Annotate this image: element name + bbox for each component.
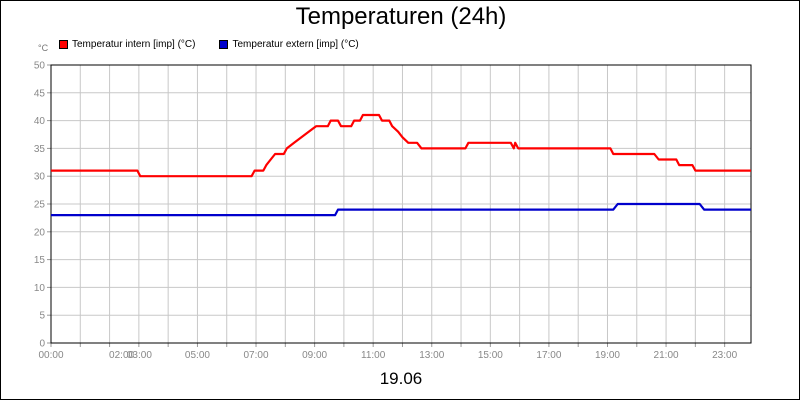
legend-label-extern: Temperatur extern [imp] (°C) (232, 39, 359, 50)
y-tick-label: 40 (34, 116, 46, 127)
y-axis-unit: °C (38, 43, 49, 53)
y-tick-label: 50 (34, 61, 46, 72)
x-tick-label: 09:00 (302, 350, 327, 361)
legend-label-intern: Temperatur intern [imp] (°C) (72, 39, 196, 50)
series-line-intern (51, 113, 751, 178)
x-tick-label: 03:00 (127, 350, 152, 361)
chart-title: Temperaturen (24h) (295, 3, 507, 30)
x-tick-label: 11:00 (361, 350, 386, 361)
y-tick-label: 0 (39, 339, 45, 350)
series-line-extern (51, 202, 751, 217)
legend-swatch-intern (59, 40, 68, 49)
x-tick-label: 02:00 (109, 350, 134, 361)
x-tick-label: 05:00 (185, 350, 210, 361)
y-tick-label: 30 (34, 172, 46, 183)
y-tick-label: 35 (34, 144, 46, 155)
y-tick-label: 45 (34, 88, 46, 99)
x-tick-label: 23:00 (712, 350, 737, 361)
legend-item-intern: Temperatur intern [imp] (°C) (59, 39, 195, 50)
x-tick-label: 13:00 (419, 350, 444, 361)
y-tick-label: 5 (39, 311, 45, 322)
x-tick-label: 19:00 (595, 350, 620, 361)
legend: Temperatur intern [imp] (°C) Temperatur … (59, 39, 359, 50)
x-tick-label: 17:00 (536, 350, 561, 361)
date-label: 19.06 (379, 369, 423, 388)
y-tick-label: 20 (34, 227, 46, 238)
legend-item-extern: Temperatur extern [imp] (°C) (219, 39, 359, 50)
y-tick-label: 15 (34, 255, 46, 266)
x-tick-label: 00:00 (38, 350, 63, 361)
y-tick-label: 25 (34, 200, 46, 211)
y-tick-label: 10 (34, 283, 46, 294)
plot-border (50, 64, 752, 344)
x-tick-label: 15:00 (478, 350, 503, 361)
x-tick-label: 21:00 (654, 350, 679, 361)
x-tick-label: 07:00 (244, 350, 269, 361)
legend-swatch-extern (219, 40, 229, 49)
